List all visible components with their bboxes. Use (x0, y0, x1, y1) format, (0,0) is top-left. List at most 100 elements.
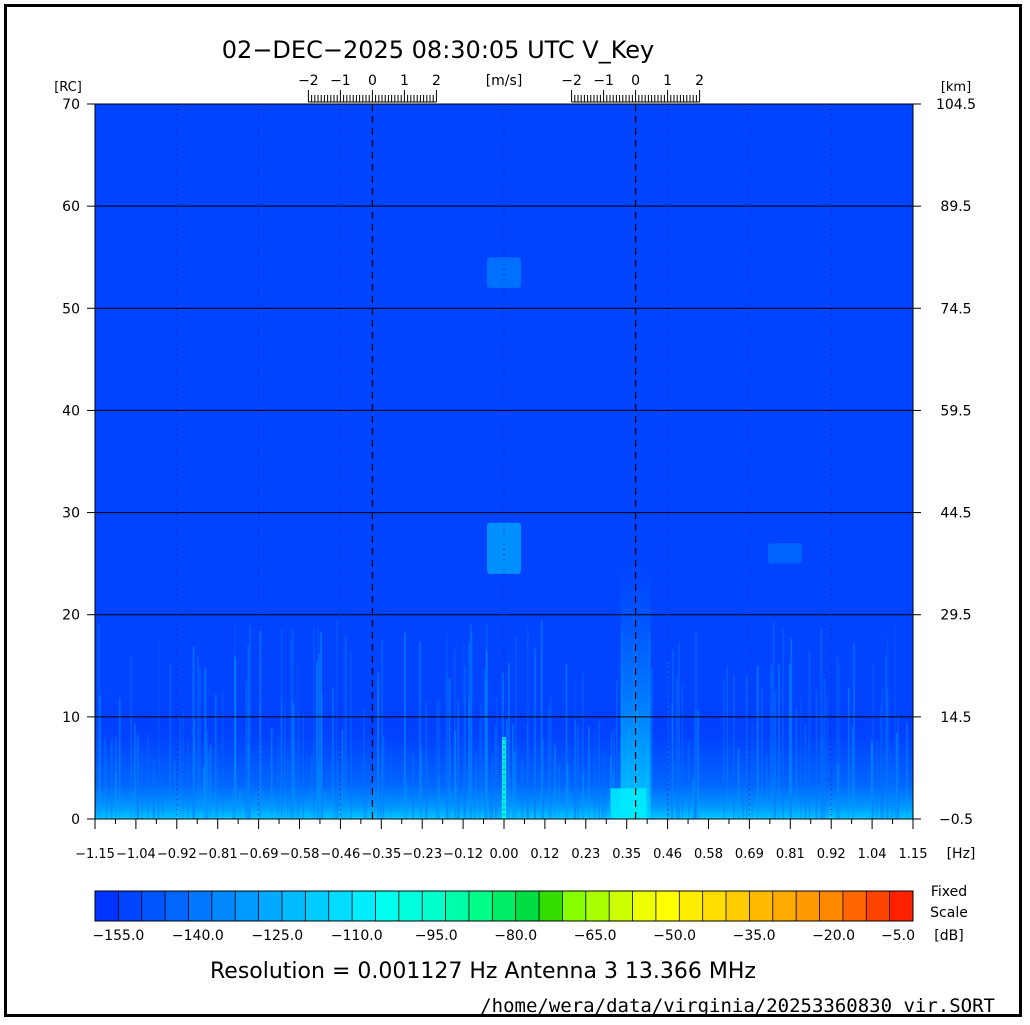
noise-streak (821, 737, 824, 819)
noise-streak (290, 639, 292, 819)
echo-near (610, 788, 647, 819)
noise-streak (565, 663, 568, 819)
colorbar-cell (609, 891, 633, 921)
x-tick-label: 0.81 (776, 847, 805, 862)
velocity-axes: −2 −1 0 1 2 [m/s] −2 −1 0 1 2 (298, 73, 704, 103)
y-left-unit: [RC] (54, 80, 82, 95)
echo-patch (767, 543, 802, 564)
noise-streak (297, 712, 300, 819)
noise-streak (484, 680, 487, 819)
noise-streak (381, 640, 383, 819)
y-left-tick-label: 60 (62, 199, 80, 215)
noise-streak (373, 780, 375, 819)
velocity-tick-label: −2 (561, 73, 582, 89)
noise-streak (169, 665, 172, 819)
chart-title: 02−DEC−2025 08:30:05 UTC V_Key (222, 36, 654, 64)
noise-streak (377, 672, 379, 819)
colorbar-cell (796, 891, 820, 921)
x-tick-label: 1.15 (899, 847, 928, 862)
noise-streak (550, 696, 552, 819)
noise-streak (297, 663, 299, 819)
noise-streak (134, 724, 136, 819)
colorbar-cell (515, 891, 540, 921)
noise-streak (613, 727, 615, 819)
noise-streak (837, 763, 840, 819)
noise-streak (130, 657, 132, 819)
noise-streak (505, 719, 508, 819)
noise-streak (204, 796, 206, 819)
noise-streak (790, 639, 793, 819)
colorbar-cell (632, 891, 657, 921)
noise-streak (446, 633, 448, 819)
noise-streak (420, 750, 423, 819)
colorbar-tick-label: −140.0 (172, 928, 224, 944)
x-tick-label: −0.81 (198, 847, 238, 862)
noise-streak (697, 710, 699, 819)
noise-streak (318, 654, 320, 819)
noise-streak (404, 633, 406, 819)
noise-streak (454, 731, 457, 819)
colorbar-cell (772, 891, 797, 921)
noise-streak (574, 719, 576, 819)
noise-streak (582, 773, 584, 819)
noise-streak (694, 710, 696, 819)
noise-streak (876, 740, 878, 819)
noise-streak (152, 769, 155, 819)
noise-streak (534, 748, 536, 819)
colorbar-cell (281, 891, 306, 921)
noise-streak (382, 736, 385, 819)
noise-streak (616, 681, 618, 819)
noise-streak (316, 661, 318, 819)
colorbar-cell (188, 891, 213, 921)
noise-streak (897, 715, 900, 819)
noise-streak (119, 697, 121, 819)
noise-streak (209, 745, 212, 819)
resolution-text: Resolution = 0.001127 Hz Antenna 3 13.36… (210, 959, 756, 984)
colorbar-cell (468, 891, 493, 921)
colorbar-unit: [dB] (934, 928, 963, 944)
noise-streak (199, 667, 201, 819)
noise-streak (475, 753, 477, 819)
colorbar-cell (539, 891, 563, 921)
noise-streak (789, 663, 791, 819)
noise-streak (678, 642, 680, 819)
noise-streak (480, 702, 483, 819)
x-unit: [Hz] (947, 846, 976, 862)
y-left-tick-label: 30 (62, 506, 80, 522)
noise-streak (484, 668, 486, 819)
velocity-tick-label: −2 (298, 73, 319, 89)
noise-streak (234, 660, 237, 819)
noise-streak (281, 628, 283, 819)
x-tick-label: 0.69 (735, 847, 764, 862)
noise-streak (761, 688, 763, 819)
noise-streak (872, 798, 874, 819)
noise-streak (334, 776, 337, 819)
noise-streak (111, 737, 113, 819)
noise-streak (207, 752, 210, 819)
noise-streak (311, 756, 313, 819)
noise-streak (473, 770, 476, 819)
noise-streak (808, 650, 811, 819)
colorbar-border (94, 890, 914, 922)
noise-streak (286, 754, 289, 819)
noise-streak (594, 729, 596, 819)
noise-streak (751, 724, 754, 819)
colorbar-cell (726, 891, 750, 921)
noise-streak (317, 766, 320, 819)
echo-near (502, 737, 506, 819)
noise-streak (136, 735, 139, 819)
noise-streak (894, 621, 896, 819)
noise-streak (317, 626, 319, 819)
noise-streak (437, 796, 439, 819)
noise-streak (598, 721, 600, 819)
noise-streak (468, 699, 470, 819)
noise-streak (192, 646, 195, 819)
noise-streak (574, 680, 577, 819)
noise-streak (95, 711, 97, 819)
colorbar-cell (141, 891, 166, 921)
noise-streak (197, 656, 199, 819)
x-tick-label: −0.35 (361, 847, 401, 862)
colorbar-cell (398, 891, 423, 921)
noise-streak (582, 671, 584, 819)
y-left-tick-label: 50 (62, 301, 80, 317)
